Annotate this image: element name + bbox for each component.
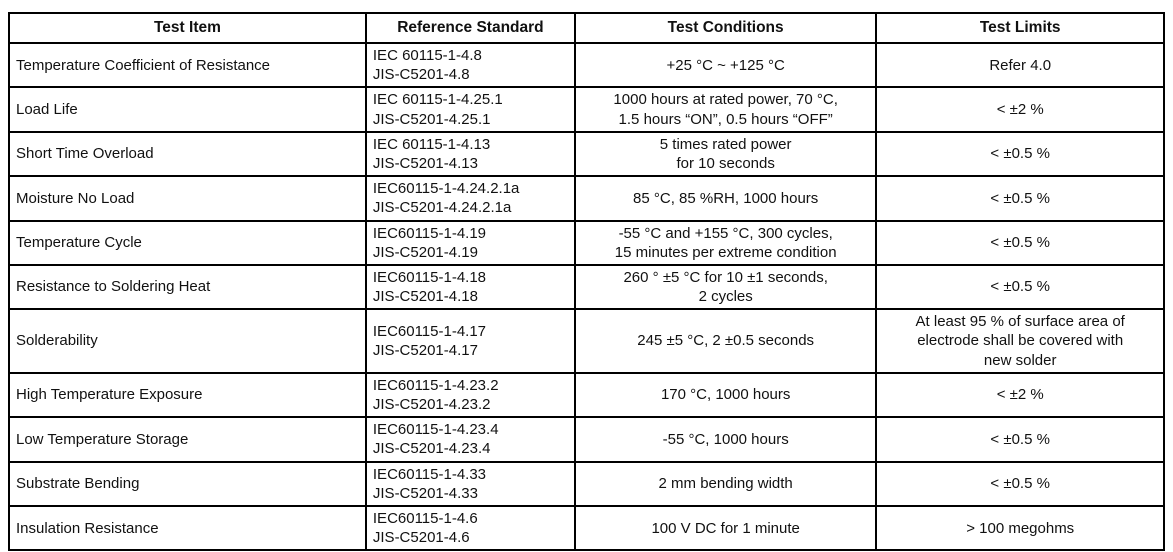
table-row: High Temperature Exposure IEC60115-1-4.2… — [8, 371, 1165, 419]
table-row: Insulation Resistance IEC60115-1-4.6 JIS… — [8, 504, 1165, 552]
cell-reference-standard: IEC60115-1-4.6 JIS-C5201-4.6 — [364, 504, 576, 552]
cell-reference-standard: IEC60115-1-4.23.4 JIS-C5201-4.23.4 — [364, 416, 576, 463]
cell-test-conditions: 170 °C, 1000 hours — [573, 371, 878, 419]
cell-test-conditions: 5 times rated power for 10 seconds — [573, 130, 878, 178]
cell-test-item: Low Temperature Storage — [8, 416, 367, 463]
cell-test-conditions: 245 ±5 °C, 2 ±0.5 seconds — [573, 308, 878, 374]
table-row: Temperature Coefficient of Resistance IE… — [8, 41, 1165, 89]
cell-test-item: Insulation Resistance — [8, 504, 367, 552]
table-row: Substrate Bending IEC60115-1-4.33 JIS-C5… — [8, 460, 1165, 507]
cell-test-conditions: 260 ° ±5 °C for 10 ±1 seconds, 2 cycles — [573, 263, 878, 311]
cell-test-conditions: +25 °C ~ +125 °C — [573, 41, 878, 89]
cell-test-limits: < ±2 % — [875, 371, 1165, 419]
cell-test-item: High Temperature Exposure — [8, 371, 367, 419]
column-header-test-limits: Test Limits — [875, 12, 1165, 44]
cell-test-conditions: 85 °C, 85 %RH, 1000 hours — [573, 175, 878, 222]
table-row: Low Temperature Storage IEC60115-1-4.23.… — [8, 416, 1165, 463]
cell-reference-standard: IEC 60115-1-4.13 JIS-C5201-4.13 — [364, 130, 576, 178]
cell-reference-standard: IEC60115-1-4.33 JIS-C5201-4.33 — [364, 460, 576, 507]
cell-reference-standard: IEC60115-1-4.23.2 JIS-C5201-4.23.2 — [364, 371, 576, 419]
cell-test-item: Resistance to Soldering Heat — [8, 263, 367, 311]
table-row: Moisture No Load IEC60115-1-4.24.2.1a JI… — [8, 175, 1165, 222]
table-row: Load Life IEC 60115-1-4.25.1 JIS-C5201-4… — [8, 86, 1165, 133]
cell-test-limits: < ±0.5 % — [875, 219, 1165, 266]
cell-test-item: Solderability — [8, 308, 367, 374]
cell-test-limits: < ±0.5 % — [875, 263, 1165, 311]
cell-test-limits: < ±0.5 % — [875, 416, 1165, 463]
cell-reference-standard: IEC60115-1-4.17 JIS-C5201-4.17 — [364, 308, 576, 374]
cell-test-conditions: 100 V DC for 1 minute — [573, 504, 878, 552]
cell-test-conditions: 1000 hours at rated power, 70 °C, 1.5 ho… — [573, 86, 878, 133]
cell-test-conditions: 2 mm bending width — [573, 460, 878, 507]
cell-test-item: Temperature Coefficient of Resistance — [8, 41, 367, 89]
cell-test-limits: Refer 4.0 — [875, 41, 1165, 89]
table-row: Solderability IEC60115-1-4.17 JIS-C5201-… — [8, 308, 1165, 374]
cell-test-limits: < ±0.5 % — [875, 175, 1165, 222]
cell-test-item: Substrate Bending — [8, 460, 367, 507]
test-spec-table: Test Item Reference Standard Test Condit… — [8, 12, 1165, 552]
cell-test-item: Temperature Cycle — [8, 219, 367, 266]
cell-test-limits: < ±0.5 % — [875, 460, 1165, 507]
cell-test-limits: < ±2 % — [875, 86, 1165, 133]
cell-reference-standard: IEC60115-1-4.24.2.1a JIS-C5201-4.24.2.1a — [364, 175, 576, 222]
column-header-test-item: Test Item — [8, 12, 367, 44]
cell-reference-standard: IEC60115-1-4.19 JIS-C5201-4.19 — [364, 219, 576, 266]
cell-test-item: Moisture No Load — [8, 175, 367, 222]
table-row: Short Time Overload IEC 60115-1-4.13 JIS… — [8, 130, 1165, 178]
header-row: Test Item Reference Standard Test Condit… — [8, 12, 1165, 44]
column-header-reference-standard: Reference Standard — [364, 12, 576, 44]
cell-reference-standard: IEC 60115-1-4.8 JIS-C5201-4.8 — [364, 41, 576, 89]
table-row: Temperature Cycle IEC60115-1-4.19 JIS-C5… — [8, 219, 1165, 266]
cell-test-limits: > 100 megohms — [875, 504, 1165, 552]
cell-test-conditions: -55 °C and +155 °C, 300 cycles, 15 minut… — [573, 219, 878, 266]
cell-reference-standard: IEC 60115-1-4.25.1 JIS-C5201-4.25.1 — [364, 86, 576, 133]
table-row: Resistance to Soldering Heat IEC60115-1-… — [8, 263, 1165, 311]
cell-test-item: Short Time Overload — [8, 130, 367, 178]
cell-test-item: Load Life — [8, 86, 367, 133]
cell-reference-standard: IEC60115-1-4.18 JIS-C5201-4.18 — [364, 263, 576, 311]
cell-test-limits: At least 95 % of surface area of electro… — [875, 308, 1165, 374]
cell-test-conditions: -55 °C, 1000 hours — [573, 416, 878, 463]
cell-test-limits: < ±0.5 % — [875, 130, 1165, 178]
column-header-test-conditions: Test Conditions — [573, 12, 878, 44]
